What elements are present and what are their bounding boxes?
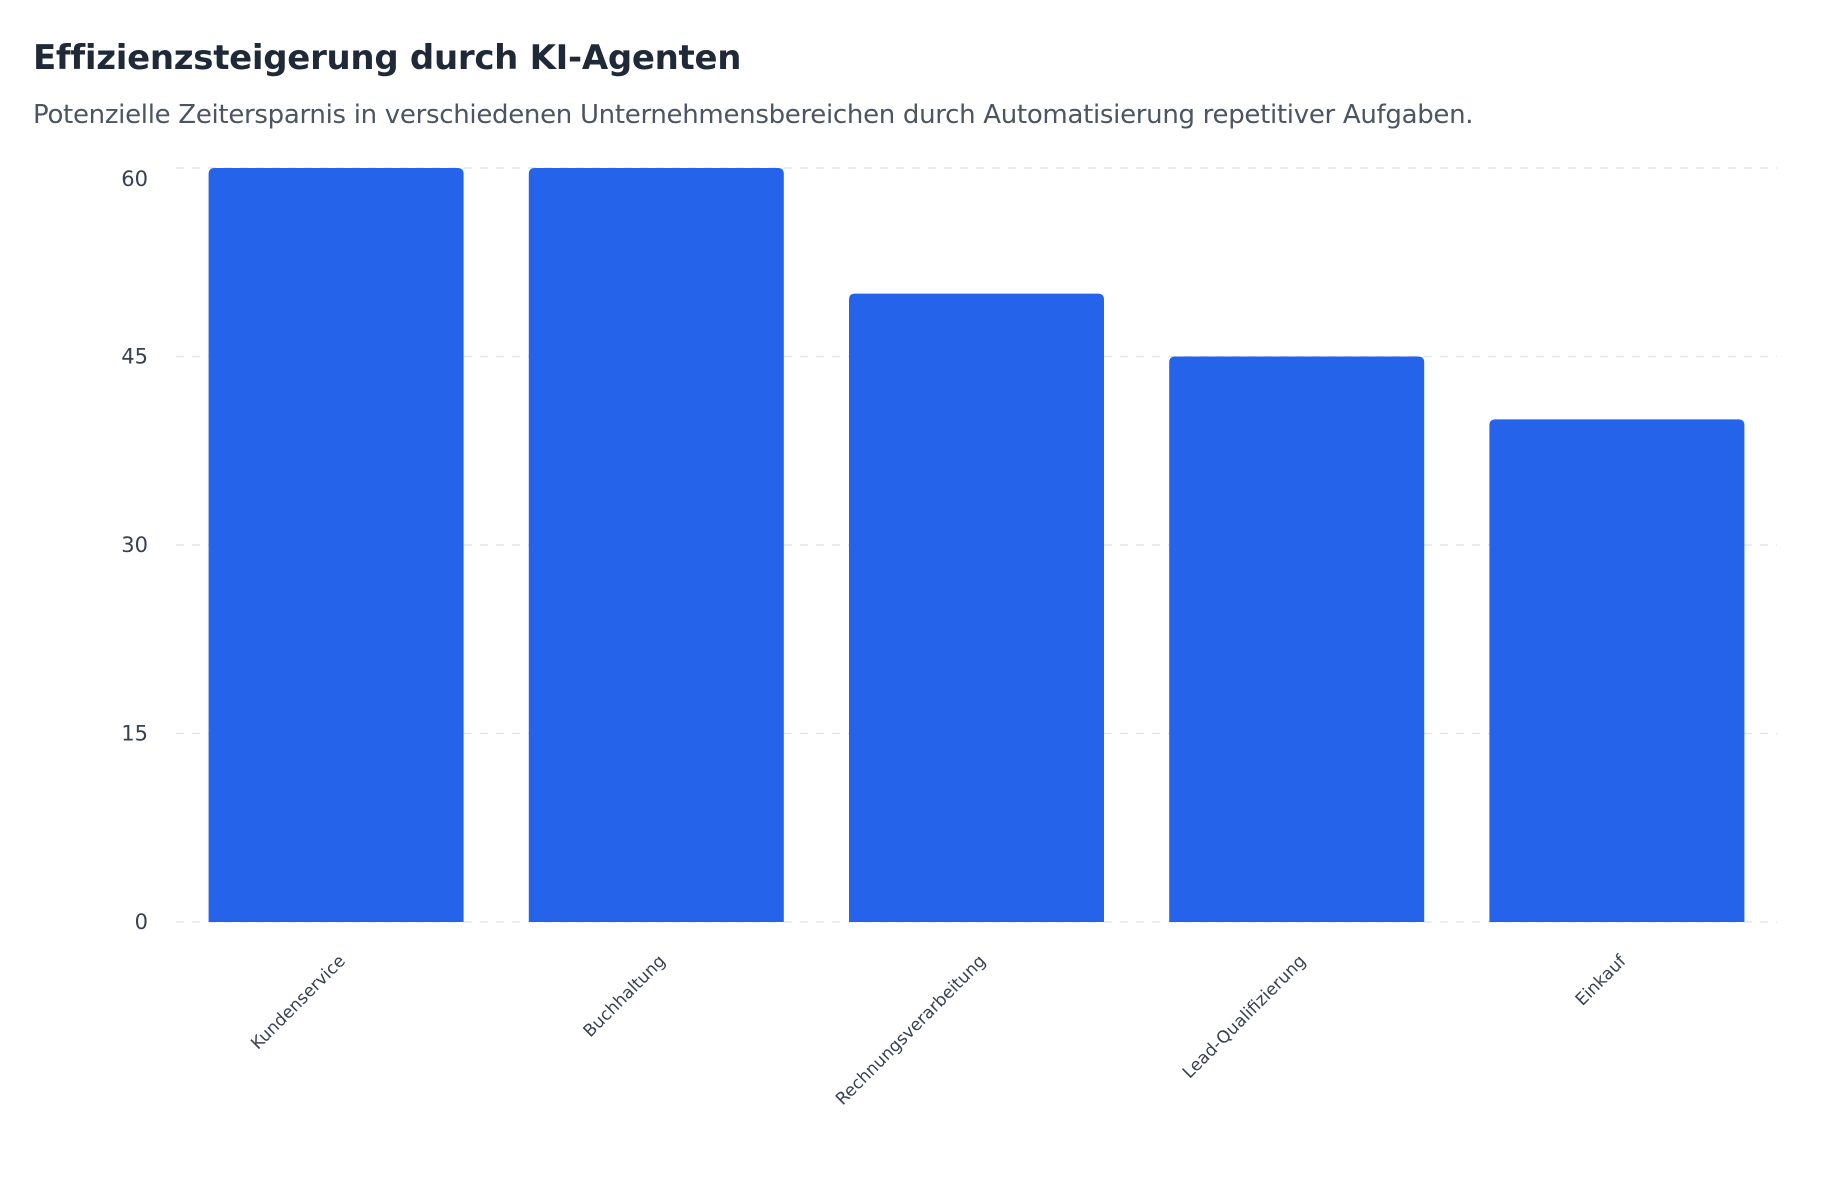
x-tick-label: Kundenservice (247, 951, 349, 1053)
x-tick-label: Buchhaltung (580, 951, 670, 1041)
x-tick-label: Rechnungsverarbeitung (832, 951, 990, 1109)
x-tick-label: Lead-Qualifizierung (1179, 951, 1310, 1082)
y-tick-label: 45 (121, 345, 148, 369)
x-axis-labels: Kundenservice Buchhaltung Rechnungsverarbe… (247, 951, 1631, 1110)
chart-subtitle: Potenzielle Zeitersparnis in verschieden… (33, 100, 1474, 130)
y-tick-label: 30 (121, 533, 148, 557)
bars (208, 168, 1745, 923)
y-tick-label: 0 (135, 910, 148, 934)
x-tick-label: Einkauf (1572, 951, 1631, 1010)
bar (1169, 356, 1425, 922)
bar (1489, 419, 1745, 922)
y-tick-label: 15 (121, 722, 148, 746)
y-axis-ticks: 0 15 30 45 60 (121, 167, 148, 934)
y-tick-label: 60 (121, 167, 148, 191)
chart-title: Effizienzsteigerung durch KI-Agenten (33, 38, 742, 78)
bar (849, 293, 1104, 923)
bar (528, 168, 784, 922)
bar (208, 168, 464, 922)
